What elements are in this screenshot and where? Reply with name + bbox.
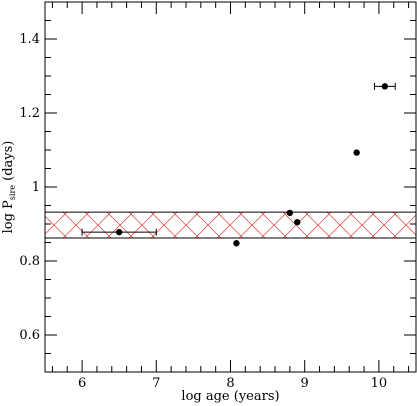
x-tick-label: 8 xyxy=(226,376,234,391)
x-axis-label: log age (years) xyxy=(181,389,279,404)
hatch-line xyxy=(150,212,178,239)
y-tick-label: 1.4 xyxy=(19,32,40,47)
y-axis-label-subscript: sire xyxy=(8,185,17,200)
y-axis-label-tail: (days) xyxy=(1,141,16,185)
hatch-line xyxy=(84,212,112,239)
hatch-line xyxy=(392,212,416,236)
hatch-line xyxy=(45,212,46,213)
hatch-line xyxy=(238,212,266,239)
y-tick-labels: 0.6 0.8 1 1.2 1.4 xyxy=(19,32,40,343)
error-bars xyxy=(81,82,396,236)
hatch-line xyxy=(326,212,354,239)
y-tick-label: 0.8 xyxy=(19,254,40,269)
hatch-line xyxy=(304,212,332,239)
x-tick-label: 9 xyxy=(301,376,309,391)
hatch-line xyxy=(216,212,244,239)
data-point xyxy=(116,228,123,236)
x-tick-labels: 6 7 8 9 10 xyxy=(78,376,387,391)
data-point xyxy=(286,209,294,217)
y-tick-label: 0.6 xyxy=(19,328,40,343)
y-tick-label: 1 xyxy=(32,180,40,195)
hatch-line xyxy=(172,212,200,239)
hatch-line xyxy=(45,237,46,239)
x-tick-label: 7 xyxy=(152,376,160,391)
hatch-line xyxy=(194,212,222,239)
hatch-line xyxy=(282,212,310,239)
data-point xyxy=(353,149,360,156)
band-hatch xyxy=(45,212,416,239)
y-axis-label-main: log P xyxy=(1,200,16,233)
data-points xyxy=(116,83,389,247)
hatch-line xyxy=(370,212,398,239)
y-tick-label: 1.2 xyxy=(19,106,40,121)
hatch-line xyxy=(128,212,156,239)
hatch-line xyxy=(62,212,90,239)
data-point xyxy=(294,218,301,226)
data-point xyxy=(233,240,240,247)
hatch-line xyxy=(260,212,288,239)
hatch-line xyxy=(348,212,376,239)
x-tick-label: 6 xyxy=(78,376,86,391)
hatch-line xyxy=(106,212,134,239)
data-point xyxy=(381,83,389,90)
y-axis-label: log Psire (days) xyxy=(1,141,17,234)
plot-frame xyxy=(44,1,417,373)
axis-ticks xyxy=(45,1,416,373)
x-tick-label: 10 xyxy=(371,376,388,391)
reference-band xyxy=(45,211,416,239)
